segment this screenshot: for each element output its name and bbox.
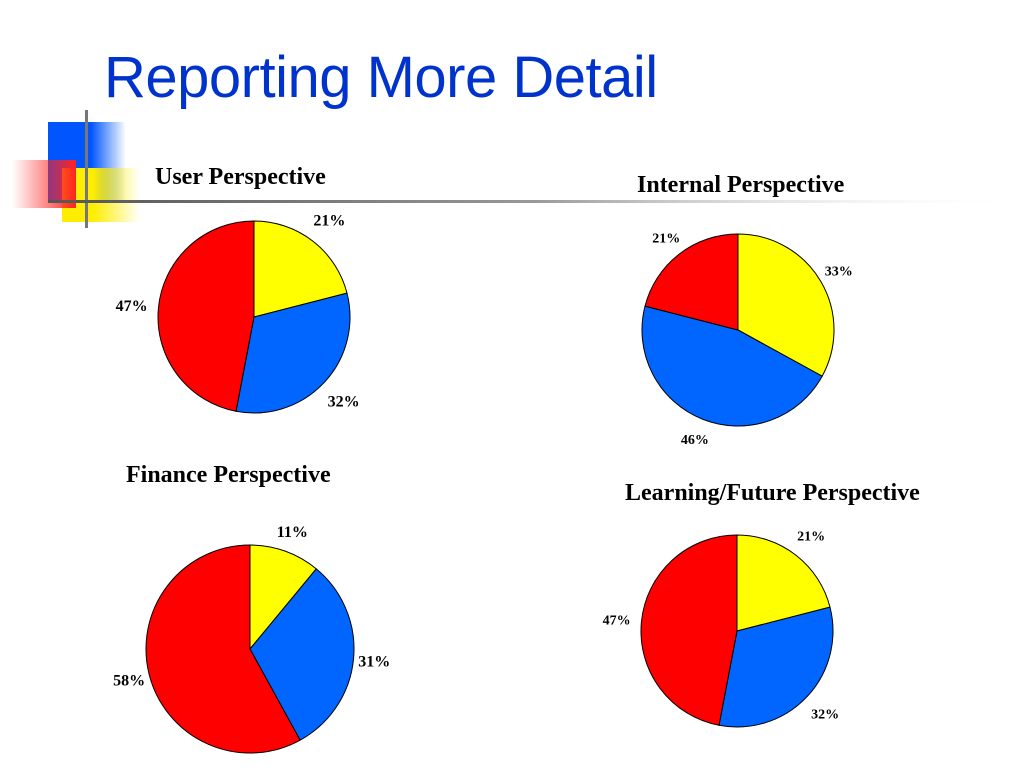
- pie-slice-32-percent: [235, 292, 351, 414]
- pie-slice-47-percent: [640, 534, 738, 726]
- pie-slice-label: 58%: [113, 673, 145, 690]
- pie-slice-label: 21%: [313, 213, 345, 230]
- slide-title: Reporting More Detail: [104, 45, 658, 110]
- pie-slice-label: 31%: [358, 653, 390, 670]
- pie-slice-58-percent: [145, 544, 301, 754]
- pie-slice-21-percent: [736, 534, 831, 632]
- pie-slice-46-percent: [641, 305, 823, 427]
- pie-slice-label: 32%: [328, 394, 360, 411]
- pie-slice-label: 11%: [277, 524, 308, 541]
- pie-slice-11-percent: [249, 544, 317, 651]
- pie-slice-21-percent: [644, 233, 739, 331]
- pie-slice-21-percent: [253, 220, 348, 318]
- pie-slice-label: 33%: [825, 264, 853, 279]
- pie-slice-label: 46%: [681, 433, 709, 448]
- pie-slice-33-percent: [737, 233, 835, 377]
- pie-slice-32-percent: [718, 606, 834, 728]
- pie-slice-label: 21%: [797, 529, 825, 544]
- chart-title-learning-future-perspective: Learning/Future Perspective: [625, 480, 920, 506]
- pie-slice-label: 32%: [811, 708, 839, 723]
- pie-slice-47-percent: [157, 220, 255, 412]
- chart-title-user-perspective: User Perspective: [155, 164, 326, 190]
- pie-slice-label: 21%: [652, 231, 680, 246]
- chart-title-finance-perspective: Finance Perspective: [126, 462, 331, 488]
- chart-title-internal-perspective: Internal Perspective: [637, 172, 845, 198]
- pie-slice-label: 47%: [116, 298, 148, 315]
- pie-slice-31-percent: [249, 568, 355, 741]
- pie-slice-label: 47%: [603, 614, 631, 629]
